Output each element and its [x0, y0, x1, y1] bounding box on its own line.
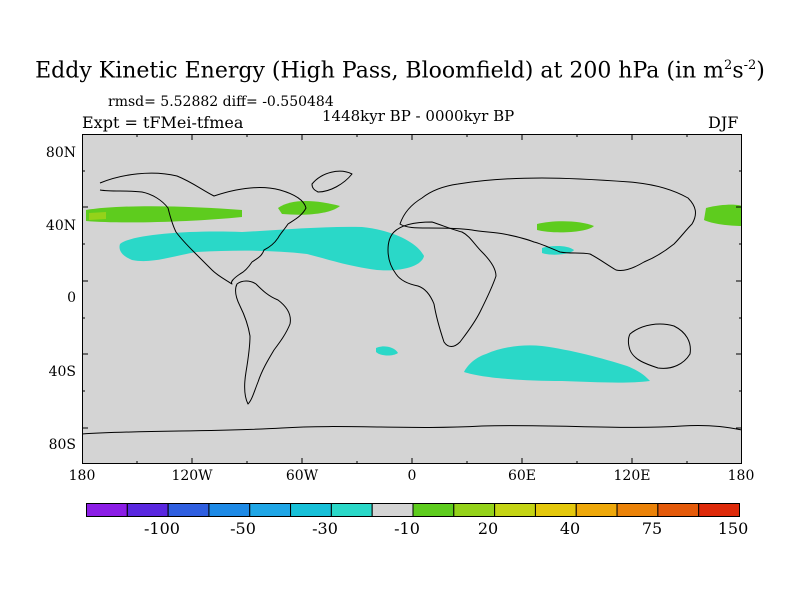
colorbar-label-40: 40 [559, 519, 581, 538]
y-tick-label-80s: 80S [48, 437, 76, 453]
y-tick-label-40s: 40S [48, 364, 76, 380]
map-plot [82, 134, 742, 464]
negative-anomaly-south-atlantic [376, 346, 398, 356]
x-tick-label-60e: 60E [507, 468, 537, 484]
season-label: DJF [708, 113, 739, 132]
colorbar-box [371, 503, 414, 517]
colorbar [86, 503, 740, 517]
colorbar-label-minus-30: -30 [312, 519, 338, 538]
plot-title: Eddy Kinetic Energy (High Pass, Bloomfie… [35, 58, 765, 84]
colorbar-box [453, 503, 496, 517]
y-tick-label-80n: 80N [45, 145, 76, 161]
x-tick-label-60w: 60W [285, 468, 319, 484]
map-background [82, 134, 742, 464]
colorbar-box [616, 503, 659, 517]
greenland-coast [311, 170, 353, 193]
stats-text: rmsd= 5.52882 diff= -0.550484 [108, 94, 334, 110]
north-america-coast [99, 172, 307, 285]
positive-anomaly-strong-pacific [89, 212, 106, 220]
antarctica-coast [82, 425, 742, 435]
positive-anomaly-north-atlantic [278, 201, 340, 215]
period-label: 1448kyr BP - 0000kyr BP [322, 107, 515, 125]
colorbar-box [290, 503, 332, 517]
coastlines [82, 170, 742, 435]
colorbar-label-minus-50: -50 [230, 519, 256, 538]
colorbar-box [86, 503, 128, 517]
colorbar-label-150: 150 [717, 519, 749, 538]
positive-anomaly-west-pacific [704, 204, 742, 226]
positive-anomaly-central-asia [537, 221, 594, 233]
x-tick-label-120w: 120W [171, 468, 213, 484]
colorbar-box [657, 503, 700, 517]
colorbar-box [534, 503, 577, 517]
x-tick-label-180e: 180 [727, 468, 755, 484]
colorbar-label-minus-10: -10 [394, 519, 420, 538]
x-tick-label-120e: 120E [613, 468, 651, 484]
y-tick-label-40n: 40N [45, 218, 76, 234]
experiment-label: Expt = tFMei-tfmea [82, 113, 244, 132]
colorbar-box [575, 503, 618, 517]
positive-anomaly-north-pacific [86, 206, 242, 223]
colorbar-label-minus-100: -100 [144, 519, 180, 538]
colorbar-box [698, 503, 740, 517]
colorbar-box [126, 503, 169, 517]
negative-anomaly-southern-indian-ocean [464, 345, 650, 383]
x-tick-label-180w: 180 [68, 468, 96, 484]
colorbar-label-75: 75 [641, 519, 663, 538]
colorbar-box [412, 503, 455, 517]
eurasia-coast [399, 177, 696, 271]
colorbar-boxes [86, 503, 740, 517]
colorbar-label-20: 20 [477, 519, 499, 538]
south-america-coast [235, 280, 291, 405]
colorbar-box [494, 503, 536, 517]
colorbar-box [167, 503, 210, 517]
anomaly-shading [86, 201, 742, 383]
negative-anomaly-subtropical-north [119, 226, 424, 271]
colorbar-box [208, 503, 251, 517]
x-tick-label-0: 0 [407, 468, 417, 484]
colorbar-box [330, 503, 373, 517]
africa-coast [387, 221, 497, 347]
australia-coast [628, 323, 691, 369]
y-tick-label-0: 0 [67, 290, 76, 306]
colorbar-box [249, 503, 292, 517]
